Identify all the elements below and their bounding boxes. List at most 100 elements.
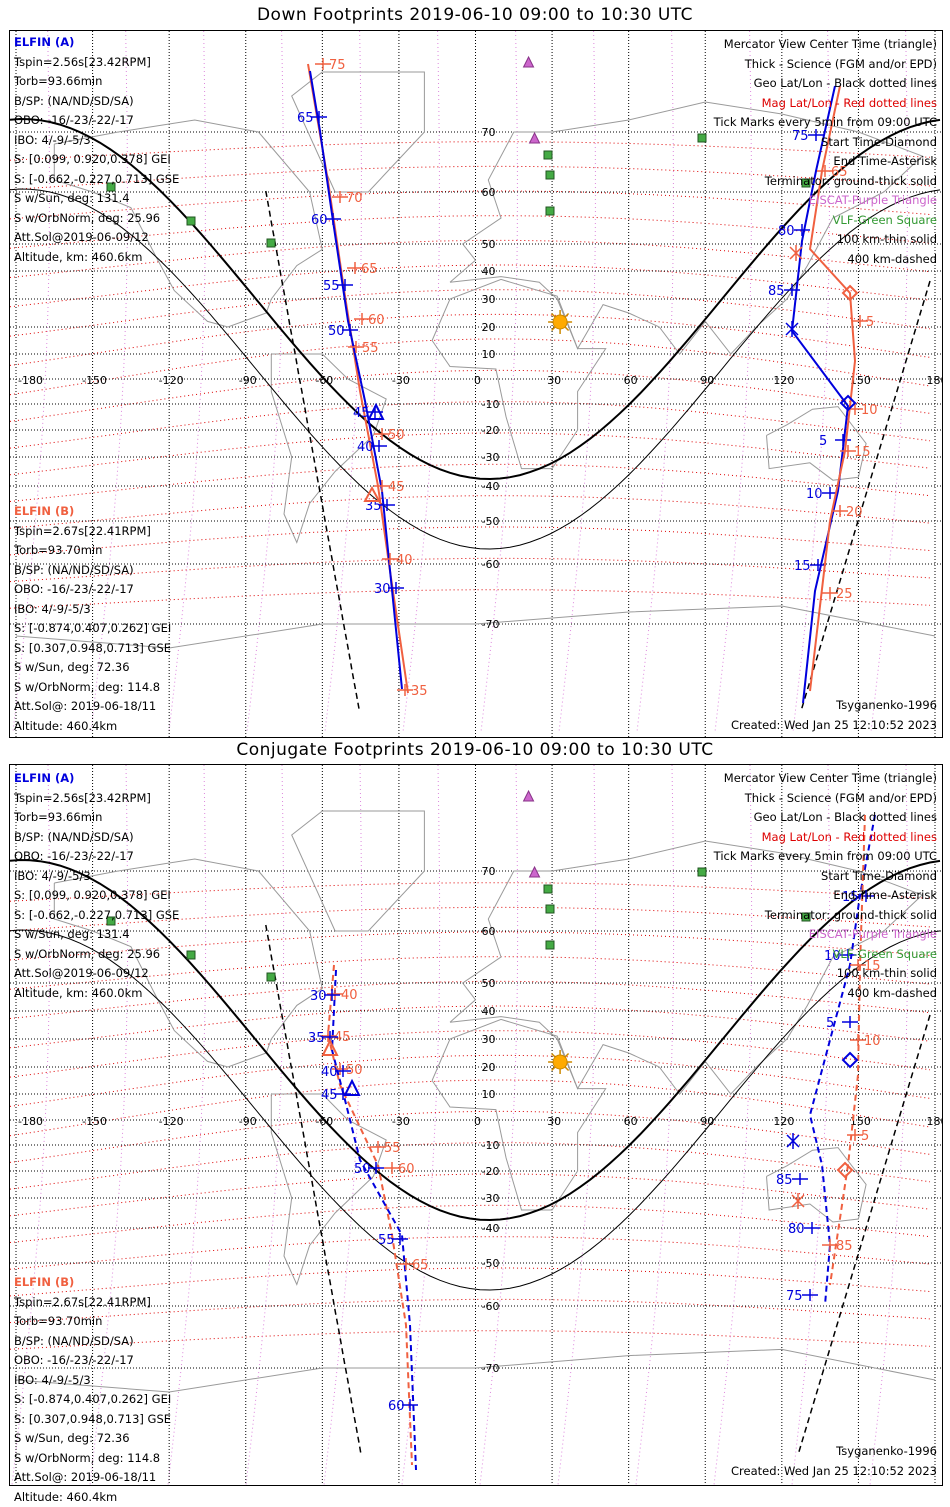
sat-a-tick-label: 55 [378,1233,395,1248]
map-legend: Mercator View Center Time (triangle) Thi… [714,35,937,269]
panel-title-down: Down Footprints 2019-06-10 09:00 to 10:3… [0,5,950,25]
legend-item: Thick - Science (FGM and/or EPD) [714,789,937,809]
sat-a-line: S: [0.099, 0.920,0.378] GEI [14,886,179,906]
lat-label: -10 [482,398,500,411]
mag-lat-line [10,1006,930,1048]
sat-b-line: Tspin=2.67s[22.41RPM] [14,1293,171,1313]
sat-a-tick-label: 45 [353,406,370,421]
sat-b-line: IBO: 4/-9/-5/3 [14,600,171,620]
sat-b-line: Att.Sol@: 2019-06-18/11 [14,1468,171,1488]
model-name: Tsyganenko-1996 [731,696,937,716]
conjugate-footprints-panel: -180-150-120-90-60-300306090120150180706… [9,764,943,1486]
sat-a-tick-label: 60 [388,1399,405,1414]
sat-b-tick-label: 65 [361,262,378,277]
sat-b-start-diamond [838,1163,852,1177]
sat-b-line: S w/Sun, deg: 72.36 [14,1429,171,1449]
sat-a-line: Altitude, km: 460.0km [14,984,179,1004]
lon-label: -30 [392,1115,410,1128]
sat-a-right-tick-label: 10 [806,487,823,502]
sat-a-info: ELFIN (A) Tspin=2.56s[23.42RPM] Torb=93.… [14,769,179,1003]
sat-b-tick-label: 75 [329,58,346,73]
terminator-400km [266,191,360,711]
lon-label: 30 [547,1115,561,1128]
lon-label: 180 [927,374,943,387]
eiscat-triangle [530,133,540,143]
legend-item: End Time-Asterisk [714,886,937,906]
sat-b-name: ELFIN (B) [14,502,171,522]
sat-a-tick-label: 30 [374,582,391,597]
sat-a-line: Torb=93.66min [14,72,179,92]
mag-lat-line [10,1237,930,1270]
lat-label: -60 [482,558,500,571]
sat-a-line: Att.Sol@2019-06-09/12 [14,228,179,248]
sat-a-tick-label: 65 [297,111,314,126]
lon-label: 30 [547,374,561,387]
lon-label: 0 [474,1115,481,1128]
sat-a-line: S: [-0.662,-0.227,0.713] GSE [14,170,179,190]
vlf-square [187,217,195,225]
eiscat-triangle [524,57,534,67]
sat-a-info: ELFIN (A) Tspin=2.56s[23.42RPM] Torb=93.… [14,33,179,267]
sat-a-right-tick-label: 80 [788,1222,805,1237]
sat-b-line: Tspin=2.67s[22.41RPM] [14,522,171,542]
sat-b-name: ELFIN (B) [14,1273,171,1293]
lon-label: 60 [624,374,638,387]
lat-label: 50 [482,977,496,990]
sat-a-start-diamond [843,1053,857,1067]
vlf-square [698,134,706,142]
sat-a-line: S w/OrbNorm, deg: 25.96 [14,209,179,229]
sat-b-line: S: [-0.874,0.407,0.262] GEI [14,1390,171,1410]
sat-a-line: Altitude, km: 460.6km [14,248,179,268]
sat-b-right-tick-label: 20 [846,505,863,520]
sat-b-line: Altitude: 460.4km [14,717,171,737]
coastline [432,1019,606,1210]
legend-item: VLF-Green Square [714,945,937,965]
lat-label: -30 [482,1192,500,1205]
sat-a-right-tick-label: 85 [776,1173,793,1188]
mag-lat-line [10,464,930,501]
sat-b-tick-label: 45 [388,480,405,495]
sat-a-right-tick-label: 75 [786,1289,803,1304]
vlf-square [187,951,195,959]
sat-b-line: IBO: 4/-9/-5/3 [14,1371,171,1391]
legend-item: VLF-Green Square [714,211,937,231]
vlf-square [698,868,706,876]
sat-a-line: IBO: 4/-9/-5/3 [14,131,179,151]
sat-a-line: S: [0.099, 0.920,0.378] GEI [14,150,179,170]
eiscat-triangle [524,791,534,801]
sat-b-right-tick-label: 5 [866,315,874,330]
lat-label: -60 [482,1300,500,1313]
sat-b-right-tick-label: 10 [861,403,878,418]
sat-b-line: S w/Sun, deg: 72.36 [14,658,171,678]
vlf-square [267,973,275,981]
sat-a-right-tick-label: 5 [819,434,827,449]
lat-label: 30 [482,1033,496,1046]
lon-label: 90 [700,374,714,387]
sat-a-tick-label: 55 [323,279,340,294]
sat-b-line: S w/OrbNorm, deg: 114.8 [14,678,171,698]
legend-item: End Time-Asterisk [714,152,937,172]
legend-item: Geo Lat/Lon - Black dotted lines [714,808,937,828]
lon-label: -180 [18,374,43,387]
model-name: Tsyganenko-1996 [731,1442,937,1462]
legend-item: 400 km-dashed [714,984,937,1004]
sat-b-line: Torb=93.70min [14,1312,171,1332]
sat-a-right-tick-label: 85 [768,284,785,299]
lon-label: 90 [700,1115,714,1128]
panel-title-conjugate: Conjugate Footprints 2019-06-10 09:00 to… [0,740,950,760]
sat-b-right-tick-label: 85 [836,1239,853,1254]
model-footer: Tsyganenko-1996 Created: Wed Jan 25 12:1… [731,1442,937,1481]
mag-lon-line [637,31,673,731]
legend-item: 100 km-thin solid [714,230,937,250]
sat-b-right-tick-label: 5 [861,1129,869,1144]
legend-item: Geo Lat/Lon - Black dotted lines [714,74,937,94]
lon-label: -90 [239,374,257,387]
sat-a-track [332,970,416,1470]
vlf-square [546,207,554,215]
sat-b-line: Altitude: 460.4km [14,1488,171,1507]
created-date: Created: Wed Jan 25 12:10:52 2023 [731,1462,937,1482]
created-date: Created: Wed Jan 25 12:10:52 2023 [731,716,937,736]
vlf-square [267,239,275,247]
sat-a-end-asterisk [786,321,798,337]
sat-a-line: S w/OrbNorm, deg: 25.96 [14,945,179,965]
